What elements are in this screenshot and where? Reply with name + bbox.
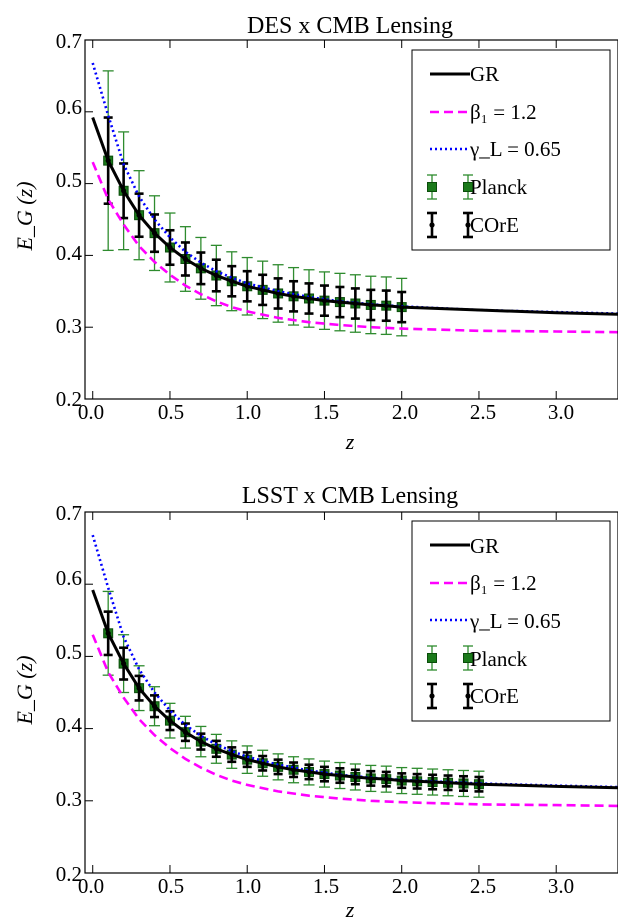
x-tick-label: 2.0: [392, 400, 418, 424]
legend-swatch-dot: [429, 222, 435, 228]
legend-swatch-square: [463, 653, 473, 663]
x-tick-label: 1.5: [313, 874, 339, 898]
legend-label: γ_L = 0.65: [469, 609, 561, 633]
legend-label: γ_L = 0.65: [469, 137, 561, 161]
legend-swatch-square: [463, 182, 473, 192]
legend-swatch-dot: [465, 222, 471, 228]
legend-label: GR: [470, 534, 499, 558]
legend-label: Planck: [470, 175, 528, 199]
legend-label: COrE: [470, 684, 519, 708]
y-tick-label: 0.4: [56, 241, 83, 265]
x-axis-label: z: [345, 897, 355, 922]
y-tick-label: 0.3: [56, 787, 82, 811]
chart-title: DES x CMB Lensing: [247, 13, 453, 39]
legend: GR β₁ = 1.2 γ_L = 0.65 Planck COrE: [411, 49, 611, 251]
y-tick-label: 0.2: [56, 387, 82, 411]
x-axis-label: z: [345, 429, 355, 454]
x-tick-label: 0.0: [78, 874, 104, 898]
x-tick-label: 2.5: [470, 400, 496, 424]
y-tick-label: 0.4: [56, 713, 83, 737]
legend-label: β₁ = 1.2: [470, 571, 537, 595]
legend-label: GR: [470, 62, 499, 86]
plot-frame: [84, 511, 618, 874]
x-tick-label: 0.0: [78, 400, 104, 424]
x-tick-label: 3.0: [548, 874, 574, 898]
legend-label: Planck: [470, 647, 528, 671]
y-tick-label: 0.5: [56, 168, 82, 192]
y-tick-label: 0.3: [56, 314, 82, 338]
series-line-dashed: [91, 161, 618, 334]
plot-area: [91, 62, 618, 337]
x-tick-label: 1.5: [313, 400, 339, 424]
y-tick-label: 0.7: [56, 501, 82, 525]
x-tick-label: 2.5: [470, 874, 496, 898]
y-axis-label: E_G (z): [12, 655, 37, 725]
y-tick-label: 0.6: [56, 566, 82, 590]
legend-swatch-square: [427, 653, 437, 663]
x-tick-label: 3.0: [548, 400, 574, 424]
tick-labels: 0.2 0.3 0.4 0.5 0.6 0.7 0.0 0.5 1.0 1.5 …: [56, 29, 574, 424]
y-tick-label: 0.6: [56, 95, 82, 119]
chart-title: LSST x CMB Lensing: [242, 483, 458, 509]
x-tick-label: 1.0: [235, 874, 261, 898]
legend-label: β₁ = 1.2: [470, 100, 537, 124]
legend: GR β₁ = 1.2 γ_L = 0.65 Planck COrE: [411, 520, 611, 722]
y-axis-label: E_G (z): [12, 181, 37, 251]
tick-labels: 0.2 0.3 0.4 0.5 0.6 0.7 0.0 0.5 1.0 1.5 …: [56, 501, 574, 898]
x-tick-label: 0.5: [158, 400, 184, 424]
x-tick-label: 2.0: [392, 874, 418, 898]
series-line-solid: [91, 589, 618, 790]
x-tick-label: 1.0: [235, 400, 261, 424]
legend-swatch-square: [427, 182, 437, 192]
x-tick-label: 0.5: [158, 874, 184, 898]
legend-swatch-dot: [429, 693, 435, 699]
legend-swatch-dot: [465, 693, 471, 699]
y-tick-label: 0.5: [56, 640, 82, 664]
y-tick-label: 0.2: [56, 862, 82, 886]
plot-area: [91, 534, 618, 808]
plot-frame: [84, 39, 618, 400]
series-line-solid: [91, 116, 618, 316]
y-tick-label: 0.7: [56, 29, 82, 53]
panel-des: DES x CMB Lensing 0.2 0.3 0.4 0.5 0.6 0.…: [12, 13, 618, 454]
panel-lsst: LSST x CMB Lensing 0.2 0.3 0.4 0.5 0.6 0…: [12, 483, 618, 922]
series-line-dashed: [91, 634, 618, 808]
legend-label: COrE: [470, 213, 519, 237]
